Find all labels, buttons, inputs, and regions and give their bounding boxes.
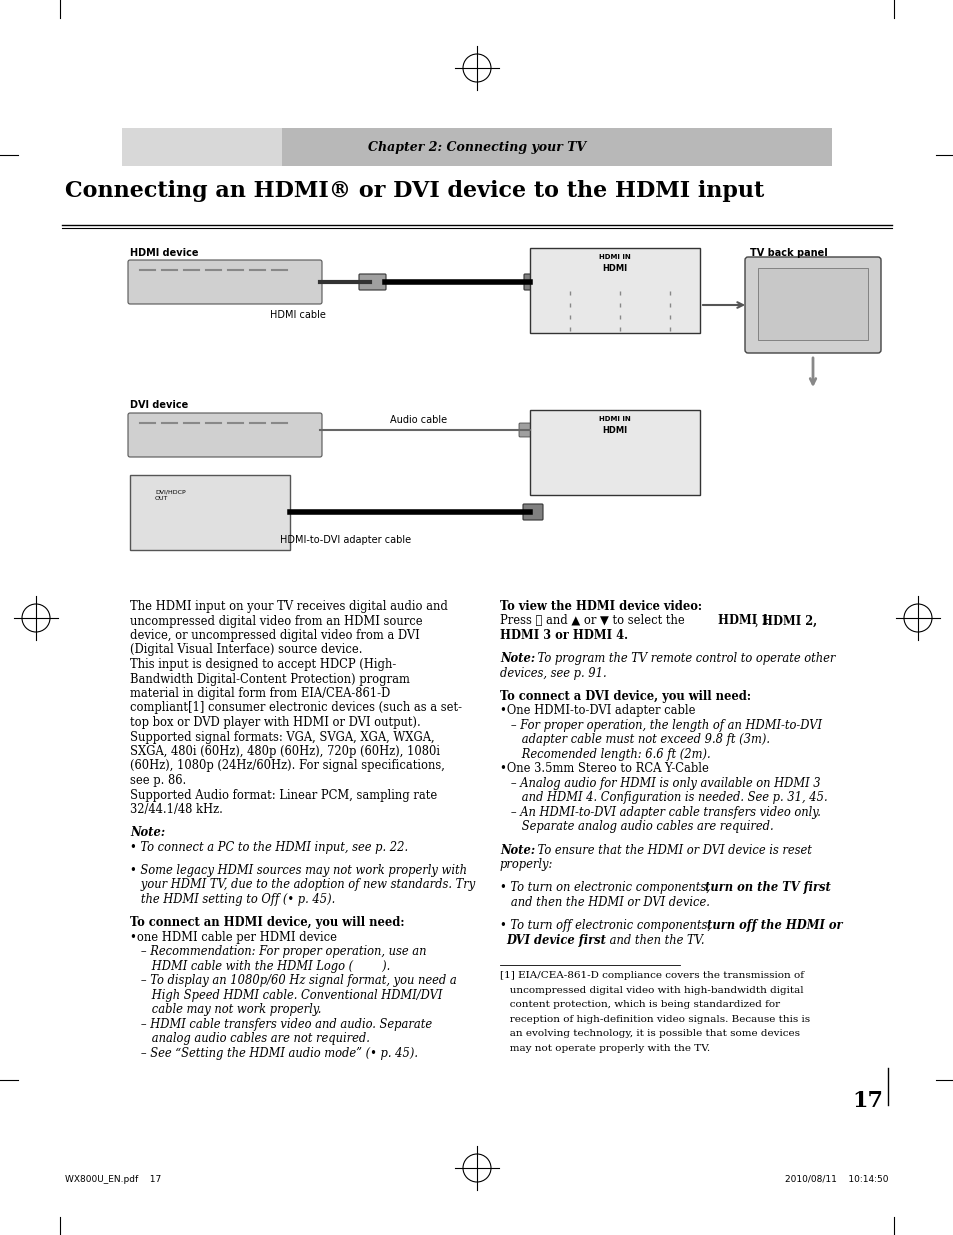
Text: properly:: properly: [499,858,553,871]
Text: To ensure that the HDMI or DVI device is reset: To ensure that the HDMI or DVI device is… [534,844,811,857]
Text: (Digital Visual Interface) source device.: (Digital Visual Interface) source device… [130,643,362,657]
Text: turn on the TV first: turn on the TV first [704,882,830,894]
Text: DVI/HDCP
OUT: DVI/HDCP OUT [154,490,186,501]
Text: The HDMI input on your TV receives digital audio and: The HDMI input on your TV receives digit… [130,600,447,613]
Text: SXGA, 480i (60Hz), 480p (60Hz), 720p (60Hz), 1080i: SXGA, 480i (60Hz), 480p (60Hz), 720p (60… [130,745,439,758]
Text: •One 3.5mm Stereo to RCA Y-Cable: •One 3.5mm Stereo to RCA Y-Cable [499,762,708,776]
Text: and then the HDMI or DVI device.: and then the HDMI or DVI device. [499,895,709,909]
Text: uncompressed digital video from an HDMI source: uncompressed digital video from an HDMI … [130,615,422,627]
Text: HDMI IN: HDMI IN [598,416,630,422]
Text: your HDMI TV, due to the adoption of new standards. Try: your HDMI TV, due to the adoption of new… [130,878,475,892]
Text: Supported signal formats: VGA, SVGA, XGA, WXGA,: Supported signal formats: VGA, SVGA, XGA… [130,730,435,743]
Text: HDMI 3 or HDMI 4.: HDMI 3 or HDMI 4. [499,629,627,642]
Text: compliant[1] consumer electronic devices (such as a set-: compliant[1] consumer electronic devices… [130,701,461,715]
Text: and then the TV.: and then the TV. [605,934,703,946]
Text: the HDMI setting to Off (• p. 45).: the HDMI setting to Off (• p. 45). [130,893,335,906]
Text: • To connect a PC to the HDMI input, see p. 22.: • To connect a PC to the HDMI input, see… [130,841,408,853]
Text: To connect a DVI device, you will need:: To connect a DVI device, you will need: [499,690,750,703]
Text: • Some legacy HDMI sources may not work properly with: • Some legacy HDMI sources may not work … [130,864,467,877]
Text: High Speed HDMI cable. Conventional HDMI/DVI: High Speed HDMI cable. Conventional HDMI… [130,988,442,1002]
Text: Note:: Note: [130,826,165,840]
Text: Note:: Note: [499,844,535,857]
Text: Bandwidth Digital-Content Protection) program: Bandwidth Digital-Content Protection) pr… [130,673,410,685]
Text: adapter cable must not exceed 9.8 ft (3m).: adapter cable must not exceed 9.8 ft (3m… [499,734,769,746]
Text: – An HDMI-to-DVI adapter cable transfers video only.: – An HDMI-to-DVI adapter cable transfers… [499,806,820,819]
Text: To connect an HDMI device, you will need:: To connect an HDMI device, you will need… [130,916,404,929]
Text: [1] EIA/CEA-861-D compliance covers the transmission of: [1] EIA/CEA-861-D compliance covers the … [499,972,803,981]
FancyBboxPatch shape [128,261,322,304]
Text: Audio cable: Audio cable [390,415,447,425]
Text: DVI device first: DVI device first [505,934,605,946]
Text: HDMI-to-DVI adapter cable: HDMI-to-DVI adapter cable [280,535,411,545]
Text: analog audio cables are not required.: analog audio cables are not required. [130,1032,370,1045]
Text: – Analog audio for HDMI is only available on HDMI 3: – Analog audio for HDMI is only availabl… [499,777,820,790]
Text: HDMI device: HDMI device [130,248,198,258]
Text: content protection, which is being standardized for: content protection, which is being stand… [499,1000,780,1009]
Text: HDMI cable: HDMI cable [270,310,326,320]
Text: WX800U_EN.pdf    17: WX800U_EN.pdf 17 [65,1174,161,1184]
Text: – HDMI cable transfers video and audio. Separate: – HDMI cable transfers video and audio. … [130,1018,432,1030]
Text: HDMI: HDMI [601,426,627,435]
Text: This input is designed to accept HDCP (High-: This input is designed to accept HDCP (H… [130,658,395,671]
Text: uncompressed digital video with high-bandwidth digital: uncompressed digital video with high-ban… [499,986,802,995]
Text: •one HDMI cable per HDMI device: •one HDMI cable per HDMI device [130,931,336,944]
Text: Note:: Note: [499,652,535,666]
Text: material in digital form from EIA/CEA-861-D: material in digital form from EIA/CEA-86… [130,687,390,700]
Text: devices, see p. 91.: devices, see p. 91. [499,667,606,679]
Text: Separate analog audio cables are required.: Separate analog audio cables are require… [499,820,773,834]
FancyBboxPatch shape [122,128,831,165]
Text: may not operate properly with the TV.: may not operate properly with the TV. [499,1044,709,1053]
Text: cable may not work properly.: cable may not work properly. [130,1003,321,1016]
Text: an evolving technology, it is possible that some devices: an evolving technology, it is possible t… [499,1030,800,1039]
Text: turn off the HDMI or: turn off the HDMI or [706,919,841,932]
FancyBboxPatch shape [522,504,542,520]
Text: Press Ⓢ and ▲ or ▼ to select the: Press Ⓢ and ▲ or ▼ to select the [499,615,688,627]
Text: Chapter 2: Connecting your TV: Chapter 2: Connecting your TV [368,141,585,153]
Text: – Recommendation: For proper operation, use an: – Recommendation: For proper operation, … [130,945,426,958]
Text: – See “Setting the HDMI audio mode” (• p. 45).: – See “Setting the HDMI audio mode” (• p… [130,1046,417,1060]
Text: HDMI 1: HDMI 1 [718,615,768,627]
FancyBboxPatch shape [758,268,867,340]
FancyBboxPatch shape [530,248,700,333]
Text: ,: , [754,615,761,627]
Text: HDMI 2,: HDMI 2, [761,615,817,627]
FancyBboxPatch shape [518,424,537,437]
Text: Recomended length: 6.6 ft (2m).: Recomended length: 6.6 ft (2m). [499,748,710,761]
Text: To view the HDMI device video:: To view the HDMI device video: [499,600,701,613]
Text: – To display an 1080p/60 Hz signal format, you need a: – To display an 1080p/60 Hz signal forma… [130,974,456,987]
FancyBboxPatch shape [530,410,700,495]
Text: reception of high-definition video signals. Because this is: reception of high-definition video signa… [499,1015,809,1024]
Text: Supported Audio format: Linear PCM, sampling rate: Supported Audio format: Linear PCM, samp… [130,788,436,802]
Text: see p. 86.: see p. 86. [130,774,186,787]
Text: and HDMI 4. Configuration is needed. See p. 31, 45.: and HDMI 4. Configuration is needed. See… [499,792,827,804]
Text: • To turn on electronic components,: • To turn on electronic components, [499,882,713,894]
Text: – For proper operation, the length of an HDMI-to-DVI: – For proper operation, the length of an… [499,719,821,732]
FancyBboxPatch shape [358,274,386,290]
Text: 2010/08/11    10:14:50: 2010/08/11 10:14:50 [784,1174,888,1184]
FancyBboxPatch shape [523,274,543,290]
Text: HDMI: HDMI [601,264,627,273]
Text: Connecting an HDMI® or DVI device to the HDMI input: Connecting an HDMI® or DVI device to the… [65,180,763,203]
FancyBboxPatch shape [744,257,880,353]
Text: TV back panel: TV back panel [749,248,827,258]
Text: • To turn off electronic components,: • To turn off electronic components, [499,919,714,932]
Text: HDMI cable with the HDMI Logo (        ).: HDMI cable with the HDMI Logo ( ). [130,960,390,973]
Text: top box or DVD player with HDMI or DVI output).: top box or DVD player with HDMI or DVI o… [130,716,420,729]
FancyBboxPatch shape [128,412,322,457]
FancyBboxPatch shape [122,128,282,165]
Text: device, or uncompressed digital video from a DVI: device, or uncompressed digital video fr… [130,629,419,642]
Text: To program the TV remote control to operate other: To program the TV remote control to oper… [534,652,835,666]
Text: HDMI IN: HDMI IN [598,254,630,261]
Text: DVI device: DVI device [130,400,188,410]
Text: 17: 17 [851,1091,882,1112]
Text: •One HDMI-to-DVI adapter cable: •One HDMI-to-DVI adapter cable [499,704,695,718]
Text: (60Hz), 1080p (24Hz/60Hz). For signal specifications,: (60Hz), 1080p (24Hz/60Hz). For signal sp… [130,760,444,773]
Text: 32/44.1/48 kHz.: 32/44.1/48 kHz. [130,803,223,816]
FancyBboxPatch shape [130,475,290,550]
